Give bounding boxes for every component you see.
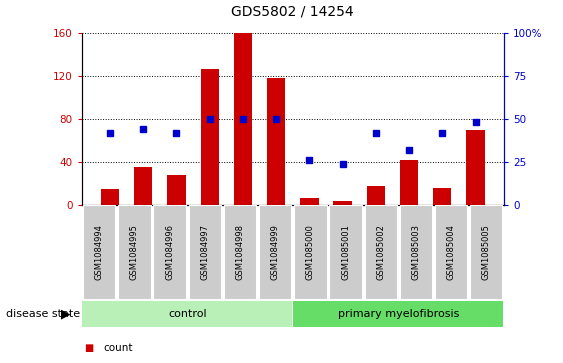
Text: GSM1085005: GSM1085005: [482, 224, 491, 280]
Bar: [118, 205, 151, 299]
Text: GSM1085000: GSM1085000: [306, 224, 315, 280]
Bar: [433, 188, 452, 205]
Bar: [167, 175, 186, 205]
Text: primary myelofibrosis: primary myelofibrosis: [338, 309, 459, 319]
Bar: [329, 205, 362, 299]
Text: disease state: disease state: [6, 309, 80, 319]
Bar: [83, 205, 115, 299]
Text: GSM1084995: GSM1084995: [130, 224, 139, 280]
Bar: [400, 205, 432, 299]
Bar: [259, 205, 292, 299]
Bar: [367, 186, 385, 205]
Bar: [294, 205, 327, 299]
Bar: [365, 205, 397, 299]
Bar: [82, 301, 292, 327]
Text: GSM1085004: GSM1085004: [446, 224, 455, 280]
Bar: [234, 33, 252, 205]
Text: ▶: ▶: [61, 307, 70, 321]
Bar: [134, 167, 153, 205]
Bar: [435, 205, 467, 299]
Text: control: control: [168, 309, 207, 319]
Text: GSM1085001: GSM1085001: [341, 224, 350, 280]
Bar: [466, 130, 485, 205]
Text: ■: ■: [84, 343, 93, 354]
Text: GSM1084997: GSM1084997: [200, 224, 209, 280]
Text: count: count: [103, 343, 132, 354]
Text: GSM1084996: GSM1084996: [165, 224, 174, 280]
Bar: [224, 205, 256, 299]
Text: GSM1084994: GSM1084994: [95, 224, 104, 280]
Text: GDS5802 / 14254: GDS5802 / 14254: [231, 4, 354, 18]
Bar: [333, 201, 352, 205]
Bar: [189, 205, 221, 299]
Text: GSM1084999: GSM1084999: [271, 224, 280, 280]
Text: GSM1084998: GSM1084998: [235, 224, 244, 280]
Text: GSM1085002: GSM1085002: [376, 224, 385, 280]
Bar: [293, 301, 503, 327]
Bar: [300, 197, 319, 205]
Bar: [400, 160, 418, 205]
Bar: [101, 189, 119, 205]
Bar: [200, 69, 219, 205]
Bar: [267, 78, 285, 205]
Bar: [470, 205, 502, 299]
Text: GSM1085003: GSM1085003: [412, 224, 421, 280]
Bar: [153, 205, 186, 299]
